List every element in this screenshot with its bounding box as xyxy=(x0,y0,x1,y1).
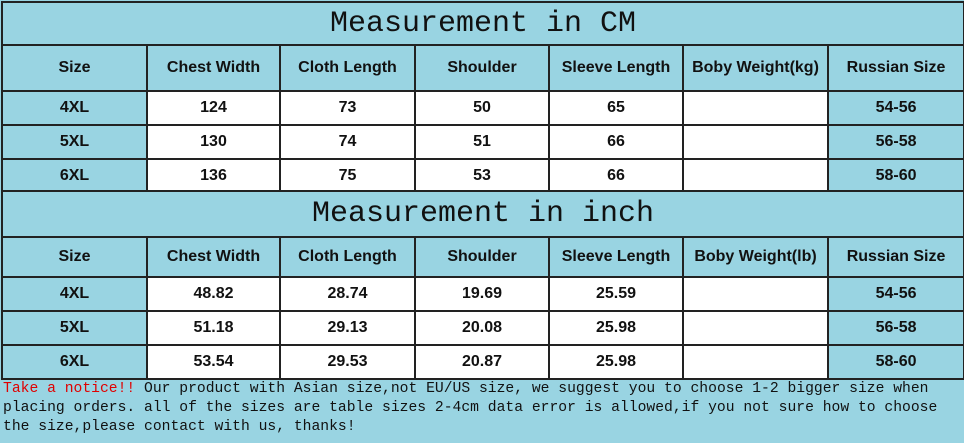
header-cell: Chest Width xyxy=(146,236,281,278)
notice-text: Our product with Asian size,not EU/US si… xyxy=(3,381,938,435)
cell: 75 xyxy=(279,158,416,194)
data-row: 6XL 136 75 53 66 58-60 xyxy=(1,158,964,194)
cell: 25.98 xyxy=(548,344,684,380)
header-cell: Cloth Length xyxy=(279,44,416,92)
header-cell: Russian Size xyxy=(826,236,964,278)
cell: 28.74 xyxy=(279,276,416,312)
cell: 66 xyxy=(548,124,684,160)
header-row: Size Chest Width Cloth Length Shoulder Sleev… xyxy=(1,44,964,92)
cell: 20.87 xyxy=(414,344,550,380)
cell: 48.82 xyxy=(146,276,281,312)
header-cell: Boby Weight(lb) xyxy=(682,236,829,278)
title-row: Measurement in CM xyxy=(0,1,964,46)
cell: 25.59 xyxy=(548,276,684,312)
cell: 130 xyxy=(146,124,281,160)
cell xyxy=(682,124,829,160)
table-title: Measurement in inch xyxy=(0,190,964,238)
cell: 6XL xyxy=(1,344,148,380)
header-cell: Sleeve Length xyxy=(548,44,684,92)
cell: 5XL xyxy=(1,124,148,160)
cell: 29.13 xyxy=(279,310,416,346)
cell: 5XL xyxy=(1,310,148,346)
data-row: 6XL 53.54 29.53 20.87 25.98 58-60 xyxy=(1,344,964,380)
cell: 20.08 xyxy=(414,310,550,346)
header-cell: Sleeve Length xyxy=(548,236,684,278)
header-cell: Cloth Length xyxy=(279,236,416,278)
cell: 51 xyxy=(414,124,550,160)
cell: 51.18 xyxy=(146,310,281,346)
header-cell: Shoulder xyxy=(414,44,550,92)
cell: 54-56 xyxy=(826,90,964,126)
data-row: 4XL 124 73 50 65 54-56 xyxy=(1,90,964,126)
header-cell: Size xyxy=(1,44,148,92)
cell: 25.98 xyxy=(548,310,684,346)
cell: 6XL xyxy=(1,158,148,194)
header-row: Size Chest Width Cloth Length Shoulder Sleev… xyxy=(1,236,964,278)
cell: 4XL xyxy=(1,276,148,312)
notice-lead: Take a notice!! xyxy=(3,381,136,397)
data-row: 5XL 130 74 51 66 56-58 xyxy=(1,124,964,160)
cell xyxy=(682,158,829,194)
cell: 4XL xyxy=(1,90,148,126)
cell: 136 xyxy=(146,158,281,194)
size-table: Measurement in inch Size Chest Width Cloth … xyxy=(0,190,964,380)
cell: 56-58 xyxy=(826,124,964,160)
cell: 65 xyxy=(548,90,684,126)
cell xyxy=(682,344,829,380)
cell: 19.69 xyxy=(414,276,550,312)
cell: 74 xyxy=(279,124,416,160)
title-row: Measurement in inch xyxy=(0,190,964,238)
cell: 50 xyxy=(414,90,550,126)
table-title: Measurement in CM xyxy=(0,1,964,46)
cell: 73 xyxy=(279,90,416,126)
cell: 66 xyxy=(548,158,684,194)
cell xyxy=(682,90,829,126)
header-cell: Size xyxy=(1,236,148,278)
cell: 58-60 xyxy=(826,344,964,380)
data-row: 5XL 51.18 29.13 20.08 25.98 56-58 xyxy=(1,310,964,346)
header-cell: Shoulder xyxy=(414,236,550,278)
cell: 56-58 xyxy=(826,310,964,346)
size-table: Measurement in CM Size Chest Width Cloth Le… xyxy=(0,1,964,194)
cell: 58-60 xyxy=(826,158,964,194)
cell: 53.54 xyxy=(146,344,281,380)
cell: 124 xyxy=(146,90,281,126)
header-cell: Russian Size xyxy=(826,44,964,92)
header-cell: Boby Weight(kg) xyxy=(682,44,829,92)
cell: 29.53 xyxy=(279,344,416,380)
cell: 54-56 xyxy=(826,276,964,312)
notice: Take a notice!! Our product with Asian s… xyxy=(3,380,961,437)
data-row: 4XL 48.82 28.74 19.69 25.59 54-56 xyxy=(1,276,964,312)
cell xyxy=(682,310,829,346)
header-cell: Chest Width xyxy=(146,44,281,92)
cell xyxy=(682,276,829,312)
cell: 53 xyxy=(414,158,550,194)
